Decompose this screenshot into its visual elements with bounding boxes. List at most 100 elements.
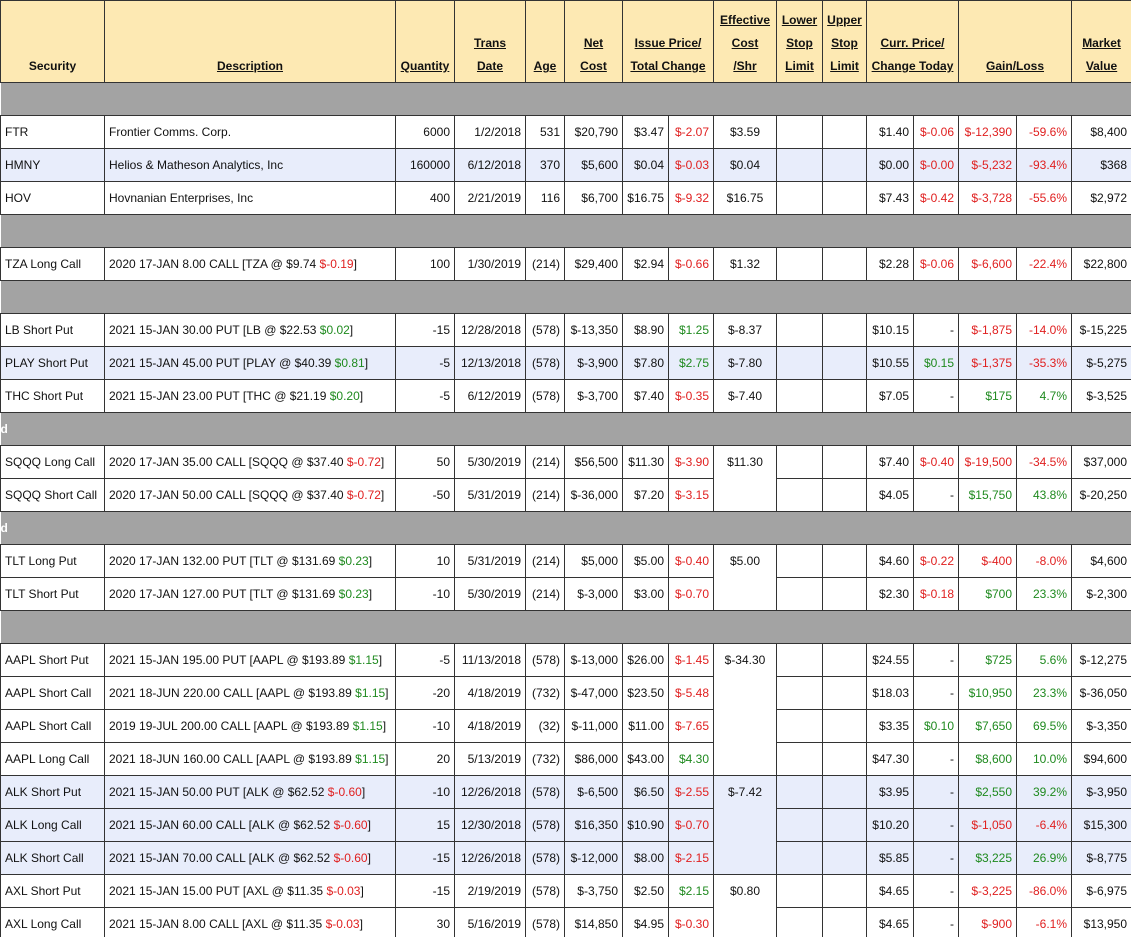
- effective-cost-cell: $16.75: [713, 181, 777, 215]
- date-cell: 11/13/2018: [454, 643, 526, 677]
- net-cost-cell: $-3,700: [564, 379, 623, 413]
- quantity-cell: -15: [395, 313, 455, 347]
- description-part: $0.02: [319, 323, 350, 337]
- description-part: 2021 15-JAN 23.00 PUT [THC @ $21.19: [109, 389, 327, 403]
- description-part: ]: [382, 719, 387, 733]
- description-cell: 2021 15-JAN 195.00 PUT [AAPL @ $193.89 $…: [104, 643, 396, 677]
- description-part: 2020 17-JAN 127.00 PUT [TLT @ $131.69: [109, 587, 336, 601]
- security-cell: AAPL Short Call: [0, 709, 105, 743]
- lower-stop-cell: [776, 313, 823, 347]
- header-row: Security Description Quantity Trans Date Age N…: [0, 0, 1131, 83]
- lower-stop-cell: [776, 577, 823, 611]
- description-cell: 2020 17-JAN 132.00 PUT [TLT @ $131.69 $0…: [104, 544, 396, 578]
- gain-cell: $2,550: [958, 775, 1018, 809]
- section-cell: [0, 280, 1131, 314]
- gain-pct-cell: -55.6%: [1016, 181, 1073, 215]
- position-row: SQQQ Short Call 2020 17-JAN 50.00 CALL [S…: [0, 478, 1131, 512]
- market-value-cell: $-8,775: [1071, 841, 1131, 875]
- lower-stop-cell: [776, 709, 823, 743]
- market-value-cell: $-5,275: [1071, 346, 1131, 380]
- issue-price-cell: $23.50: [622, 676, 669, 710]
- curr-price-cell: $1.40: [866, 115, 914, 149]
- description-cell: Hovnanian Enterprises, Inc: [104, 181, 396, 215]
- curr-price-cell: $4.05: [866, 478, 914, 512]
- gain-pct-cell: -86.0%: [1016, 874, 1073, 908]
- gain-pct-cell: 23.3%: [1016, 577, 1073, 611]
- total-change-cell: $-5.48: [668, 676, 714, 710]
- upper-stop-cell: [822, 115, 867, 149]
- header-line: Upper: [827, 13, 862, 27]
- description-part: ]: [359, 917, 363, 931]
- position-row: TZA Long Call 2020 17-JAN 8.00 CALL [TZA …: [0, 247, 1131, 281]
- total-change-cell: $-9.32: [668, 181, 714, 215]
- net-cost-cell: $14,850: [564, 907, 623, 937]
- effective-cost-cell: $-8.37: [713, 313, 777, 347]
- age-cell: (578): [525, 808, 565, 842]
- description-part: 2021 15-JAN 70.00 CALL [ALK @ $62.52: [109, 851, 331, 865]
- header-line: Description: [216, 59, 283, 73]
- total-change-cell: $-0.70: [668, 577, 714, 611]
- quantity-cell: 160000: [395, 148, 455, 182]
- position-row: AXL Long Call 2021 15-JAN 8.00 CALL [AXL …: [0, 907, 1131, 937]
- effective-cost-cell: $-7.80: [713, 346, 777, 380]
- issue-price-cell: $7.40: [622, 379, 669, 413]
- gain-cell: $-400: [958, 544, 1018, 578]
- description-part: ]: [367, 851, 371, 865]
- description-part: $-0.72: [346, 455, 381, 469]
- quantity-cell: 50: [395, 445, 455, 479]
- description-part: $1.15: [348, 653, 379, 667]
- description-part: 2020 17-JAN 132.00 PUT [TLT @ $131.69: [109, 554, 336, 568]
- position-row: AAPL Short Call 2019 19-JUL 200.00 CALL […: [0, 709, 1131, 743]
- change-today-cell: -: [912, 841, 960, 875]
- description-part: ]: [360, 884, 364, 898]
- date-cell: 4/18/2019: [454, 709, 526, 743]
- change-today-cell: -: [912, 742, 960, 776]
- description-part: $1.15: [355, 686, 386, 700]
- quantity-cell: 30: [395, 907, 455, 937]
- lower-stop-cell: [776, 907, 823, 937]
- position-row: ALK Short Put 2021 15-JAN 50.00 PUT [ALK …: [0, 775, 1131, 875]
- date-cell: 12/28/2018: [454, 313, 526, 347]
- total-change-cell: $-0.30: [668, 907, 714, 937]
- column-header: Curr. Price/Change Today: [865, 0, 960, 83]
- lower-stop-cell: [776, 478, 823, 512]
- age-cell: 370: [525, 148, 565, 182]
- issue-price-cell: $4.95: [622, 907, 669, 937]
- column-header: Age: [525, 0, 565, 83]
- date-cell: 5/30/2019: [454, 445, 526, 479]
- effective-cost-cell: $3.59: [713, 115, 777, 149]
- lower-stop-cell: [776, 346, 823, 380]
- section-row: [0, 214, 1131, 248]
- total-change-cell: $4.30: [668, 742, 714, 776]
- description-cell: Helios & Matheson Analytics, Inc: [104, 148, 396, 182]
- position-row: HMNY Helios & Matheson Analytics, Inc 1600…: [0, 148, 1131, 182]
- position-row: ALK Long Call 2021 15-JAN 60.00 CALL [ALK…: [0, 808, 1131, 842]
- position-row: AXL Short Put 2021 15-JAN 15.00 PUT [AXL …: [0, 874, 1131, 937]
- position-row: PLAY Short Put 2021 15-JAN 45.00 PUT [PLA…: [0, 346, 1131, 380]
- upper-stop-cell: [822, 544, 867, 578]
- section-row: [0, 610, 1131, 644]
- quantity-cell: -50: [395, 478, 455, 512]
- header-line: Security: [28, 59, 77, 73]
- column-header: Quantity: [395, 0, 455, 83]
- description-part: $-0.60: [333, 851, 368, 865]
- header-line: Age: [533, 59, 557, 73]
- gain-cell: $-3,225: [958, 874, 1018, 908]
- market-value-cell: $-6,975: [1071, 874, 1131, 908]
- change-today-cell: $-0.42: [912, 181, 960, 215]
- quantity-cell: -5: [395, 643, 455, 677]
- security-cell: PLAY Short Put: [0, 346, 105, 380]
- net-cost-cell: $56,500: [564, 445, 623, 479]
- description-part: ]: [380, 488, 385, 502]
- issue-price-cell: $10.90: [622, 808, 669, 842]
- total-change-cell: $2.75: [668, 346, 714, 380]
- description-part: 2021 15-JAN 15.00 PUT [AXL @ $11.35: [109, 884, 324, 898]
- issue-price-cell: $16.75: [622, 181, 669, 215]
- date-cell: 1/2/2018: [454, 115, 526, 149]
- description-part: ]: [361, 785, 366, 799]
- gain-pct-cell: -93.4%: [1016, 148, 1073, 182]
- net-cost-cell: $6,700: [564, 181, 623, 215]
- gain-pct-cell: -6.1%: [1016, 907, 1073, 937]
- gain-pct-cell: -34.5%: [1016, 445, 1073, 479]
- age-cell: (32): [525, 709, 565, 743]
